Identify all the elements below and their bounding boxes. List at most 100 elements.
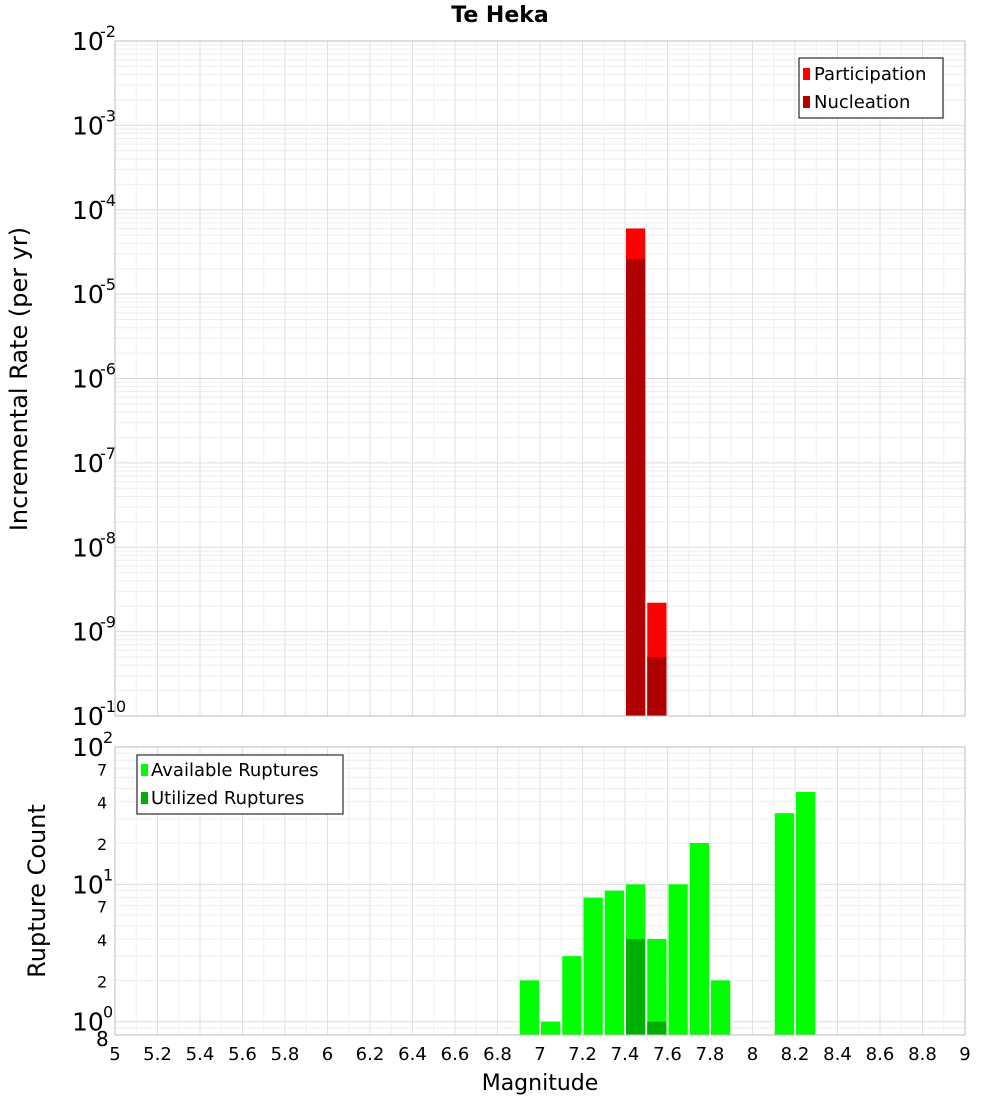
x-tick-label: 5 (109, 1044, 120, 1065)
x-tick-label: 6.8 (483, 1044, 512, 1065)
bottom-plot-border (114, 746, 966, 1036)
legend-swatch-available-ruptures (141, 764, 148, 776)
top-y-tick-label: 10-4 (72, 191, 116, 225)
x-tick-label: 7.2 (568, 1044, 597, 1065)
x-tick-label: 8.6 (866, 1044, 895, 1065)
available-ruptures-bar (689, 843, 709, 1035)
top-y-tick-label: 10-8 (72, 528, 116, 562)
top-y-tick-label: 10-7 (72, 444, 116, 478)
available-ruptures-bar (604, 890, 624, 1035)
available-ruptures-bar (774, 813, 794, 1035)
x-tick-label: 7 (534, 1044, 545, 1065)
x-tick-label: 7.8 (696, 1044, 725, 1065)
bottom-y-minor-tick-label: 7 (97, 760, 107, 779)
top-y-tick-label: 10-9 (72, 613, 116, 647)
top-y-tick-base: 10 (72, 702, 104, 731)
legend-label-utilized-ruptures: Utilized Ruptures (151, 788, 304, 809)
x-tick-label: 5.6 (228, 1044, 257, 1065)
chart-title: Te Heka (451, 3, 548, 28)
top-panel: 10-1010-910-810-710-610-510-410-310-2Par… (72, 22, 966, 731)
top-y-tick-label: 10-5 (72, 275, 116, 309)
top-y-tick-base: 10 (72, 196, 104, 225)
bottom-y-major-tick-label: 10 2 (72, 728, 113, 762)
available-ruptures-bar (647, 939, 667, 1035)
top-legend: Participation Nucleation (798, 57, 944, 119)
top-y-tick-base: 10 (72, 365, 104, 394)
bottom-y-major-tick-label: 10 1 (72, 865, 113, 899)
top-legend-box (798, 57, 944, 119)
top-y-tick-exponent: -3 (100, 106, 116, 125)
available-ruptures-bar (668, 884, 688, 1035)
top-y-tick-base: 10 (72, 280, 104, 309)
utilized-ruptures-bar (626, 939, 646, 1035)
available-ruptures-bar (562, 956, 582, 1035)
bottom-y-minor-tick-label: 8 (96, 1027, 109, 1051)
x-tick-label: 5.8 (271, 1044, 300, 1065)
available-ruptures-bar (541, 1021, 561, 1035)
legend-label-participation: Participation (814, 64, 926, 85)
legend-label-available-ruptures: Available Ruptures (151, 760, 319, 781)
legend-swatch-participation (803, 68, 810, 80)
x-tick-label: 6.6 (441, 1044, 470, 1065)
x-tick-label: 6 (322, 1044, 333, 1065)
x-tick-label: 8.8 (908, 1044, 937, 1065)
bottom-y-tick-base: 10 (72, 733, 104, 762)
x-tick-label: 6.2 (356, 1044, 385, 1065)
bottom-y-minor-tick-label: 4 (97, 931, 107, 950)
bottom-y-tick-exponent: 0 (103, 1003, 113, 1022)
bottom-y-minor-tick-label: 2 (97, 972, 107, 991)
bottom-y-tick-exponent: 1 (103, 865, 113, 884)
nucleation-bar (647, 657, 667, 716)
x-tick-label: 7.4 (611, 1044, 640, 1065)
top-y-axis-label: Incremental Rate (per yr) (5, 227, 33, 531)
top-y-tick-label: 10-6 (72, 360, 116, 394)
utilized-ruptures-bar (647, 1021, 667, 1035)
top-y-tick-exponent: -5 (100, 275, 116, 294)
bottom-y-major-tick-label: 10 0 (72, 1003, 113, 1037)
bottom-y-axis-label: Rupture Count (23, 804, 51, 978)
bottom-legend: Available Ruptures Utilized Ruptures (136, 754, 344, 815)
x-axis-label: Magnitude (482, 1071, 599, 1096)
x-tick-label: 5.2 (143, 1044, 172, 1065)
available-ruptures-bar (519, 980, 539, 1035)
top-y-tick-exponent: -4 (100, 191, 116, 210)
bottom-y-minor-tick-label: 7 (97, 898, 107, 917)
available-ruptures-bar (711, 980, 731, 1035)
available-ruptures-bar (583, 897, 603, 1035)
top-y-tick-base: 10 (72, 111, 104, 140)
top-y-tick-exponent: -7 (100, 444, 116, 463)
top-y-tick-exponent: -8 (100, 528, 116, 547)
legend-label-nucleation: Nucleation (814, 92, 910, 113)
legend-swatch-nucleation (803, 96, 810, 108)
top-y-tick-label: 10-3 (72, 106, 116, 140)
bottom-legend-box (136, 754, 344, 815)
top-y-tick-base: 10 (72, 27, 104, 56)
bottom-y-minor-tick-label: 2 (97, 835, 107, 854)
top-y-tick-base: 10 (72, 618, 104, 647)
top-y-tick-base: 10 (72, 533, 104, 562)
top-y-tick-exponent: -9 (100, 613, 116, 632)
available-ruptures-bar (796, 792, 816, 1035)
x-tick-label: 9 (959, 1044, 970, 1065)
top-y-tick-exponent: -10 (100, 697, 126, 716)
bottom-y-tick-exponent: 2 (103, 728, 113, 747)
x-tick-label: 5.4 (186, 1044, 215, 1065)
legend-swatch-utilized-ruptures (141, 792, 148, 804)
top-plot-border (114, 40, 966, 717)
bottom-y-minor-tick-label: 4 (97, 794, 107, 813)
top-y-tick-exponent: -6 (100, 360, 116, 379)
bottom-y-tick-base: 10 (72, 870, 104, 899)
x-tick-label: 8 (747, 1044, 758, 1065)
x-tick-label: 6.4 (398, 1044, 427, 1065)
bottom-y-tick-base: 10 (72, 1008, 104, 1037)
nucleation-bar (626, 259, 646, 716)
top-y-tick-exponent: -2 (100, 22, 116, 41)
top-y-tick-label: 10-2 (72, 22, 116, 56)
x-tick-label: 7.6 (653, 1044, 682, 1065)
x-tick-label: 8.4 (823, 1044, 852, 1065)
top-y-tick-base: 10 (72, 449, 104, 478)
top-y-tick-label: 10-10 (72, 697, 126, 731)
